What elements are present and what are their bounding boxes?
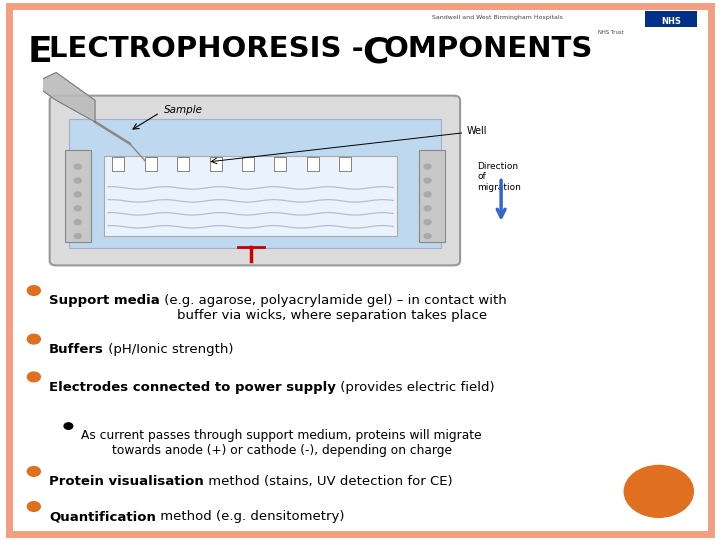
Circle shape	[27, 502, 40, 511]
FancyBboxPatch shape	[177, 157, 189, 171]
Text: Direction
of
migration: Direction of migration	[477, 162, 521, 192]
Circle shape	[74, 164, 81, 169]
Circle shape	[74, 220, 81, 225]
Circle shape	[424, 164, 431, 169]
Text: Well: Well	[467, 126, 487, 136]
Circle shape	[74, 192, 81, 197]
Text: Buffers: Buffers	[49, 343, 104, 356]
Circle shape	[74, 206, 81, 211]
Circle shape	[424, 220, 431, 225]
Circle shape	[424, 234, 431, 239]
Circle shape	[74, 234, 81, 239]
FancyBboxPatch shape	[242, 157, 254, 171]
Polygon shape	[30, 72, 95, 122]
Circle shape	[64, 423, 73, 429]
Circle shape	[27, 467, 40, 476]
Text: Support media: Support media	[49, 294, 160, 307]
Text: As current passes through support medium, proteins will migrate
        towards : As current passes through support medium…	[81, 429, 481, 457]
FancyBboxPatch shape	[210, 157, 222, 171]
Text: method (e.g. densitometry): method (e.g. densitometry)	[156, 510, 344, 523]
Text: Protein visualisation: Protein visualisation	[49, 475, 204, 488]
FancyBboxPatch shape	[145, 157, 157, 171]
Text: (pH/Ionic strength): (pH/Ionic strength)	[104, 343, 233, 356]
FancyBboxPatch shape	[112, 157, 125, 171]
Text: (e.g. agarose, polyacrylamide gel) – in contact with
    buffer via wicks, where: (e.g. agarose, polyacrylamide gel) – in …	[160, 294, 506, 322]
Text: Quantification: Quantification	[49, 510, 156, 523]
FancyBboxPatch shape	[274, 157, 287, 171]
Circle shape	[424, 206, 431, 211]
Text: OMPONENTS: OMPONENTS	[384, 35, 593, 63]
FancyBboxPatch shape	[65, 150, 91, 242]
FancyBboxPatch shape	[9, 6, 711, 534]
Circle shape	[74, 178, 81, 183]
FancyBboxPatch shape	[339, 157, 351, 171]
Text: method (stains, UV detection for CE): method (stains, UV detection for CE)	[204, 475, 452, 488]
Text: C: C	[362, 35, 389, 69]
FancyBboxPatch shape	[645, 11, 697, 27]
Text: Sandwell and West Birmingham Hospitals: Sandwell and West Birmingham Hospitals	[432, 15, 563, 20]
FancyBboxPatch shape	[419, 150, 445, 242]
Circle shape	[624, 465, 693, 517]
Circle shape	[27, 372, 40, 382]
Circle shape	[424, 192, 431, 197]
Text: Sample: Sample	[164, 105, 203, 114]
Text: LECTROPHORESIS -: LECTROPHORESIS -	[49, 35, 374, 63]
FancyBboxPatch shape	[104, 156, 397, 236]
Text: NHS Trust: NHS Trust	[598, 30, 624, 35]
Text: NHS: NHS	[661, 17, 681, 26]
Text: Electrodes connected to power supply: Electrodes connected to power supply	[49, 381, 336, 394]
Text: (provides electric field): (provides electric field)	[336, 381, 495, 394]
Text: E: E	[27, 35, 52, 69]
FancyBboxPatch shape	[50, 96, 460, 265]
FancyBboxPatch shape	[69, 119, 441, 248]
Circle shape	[27, 334, 40, 344]
Circle shape	[424, 178, 431, 183]
Circle shape	[27, 286, 40, 295]
FancyBboxPatch shape	[307, 157, 319, 171]
